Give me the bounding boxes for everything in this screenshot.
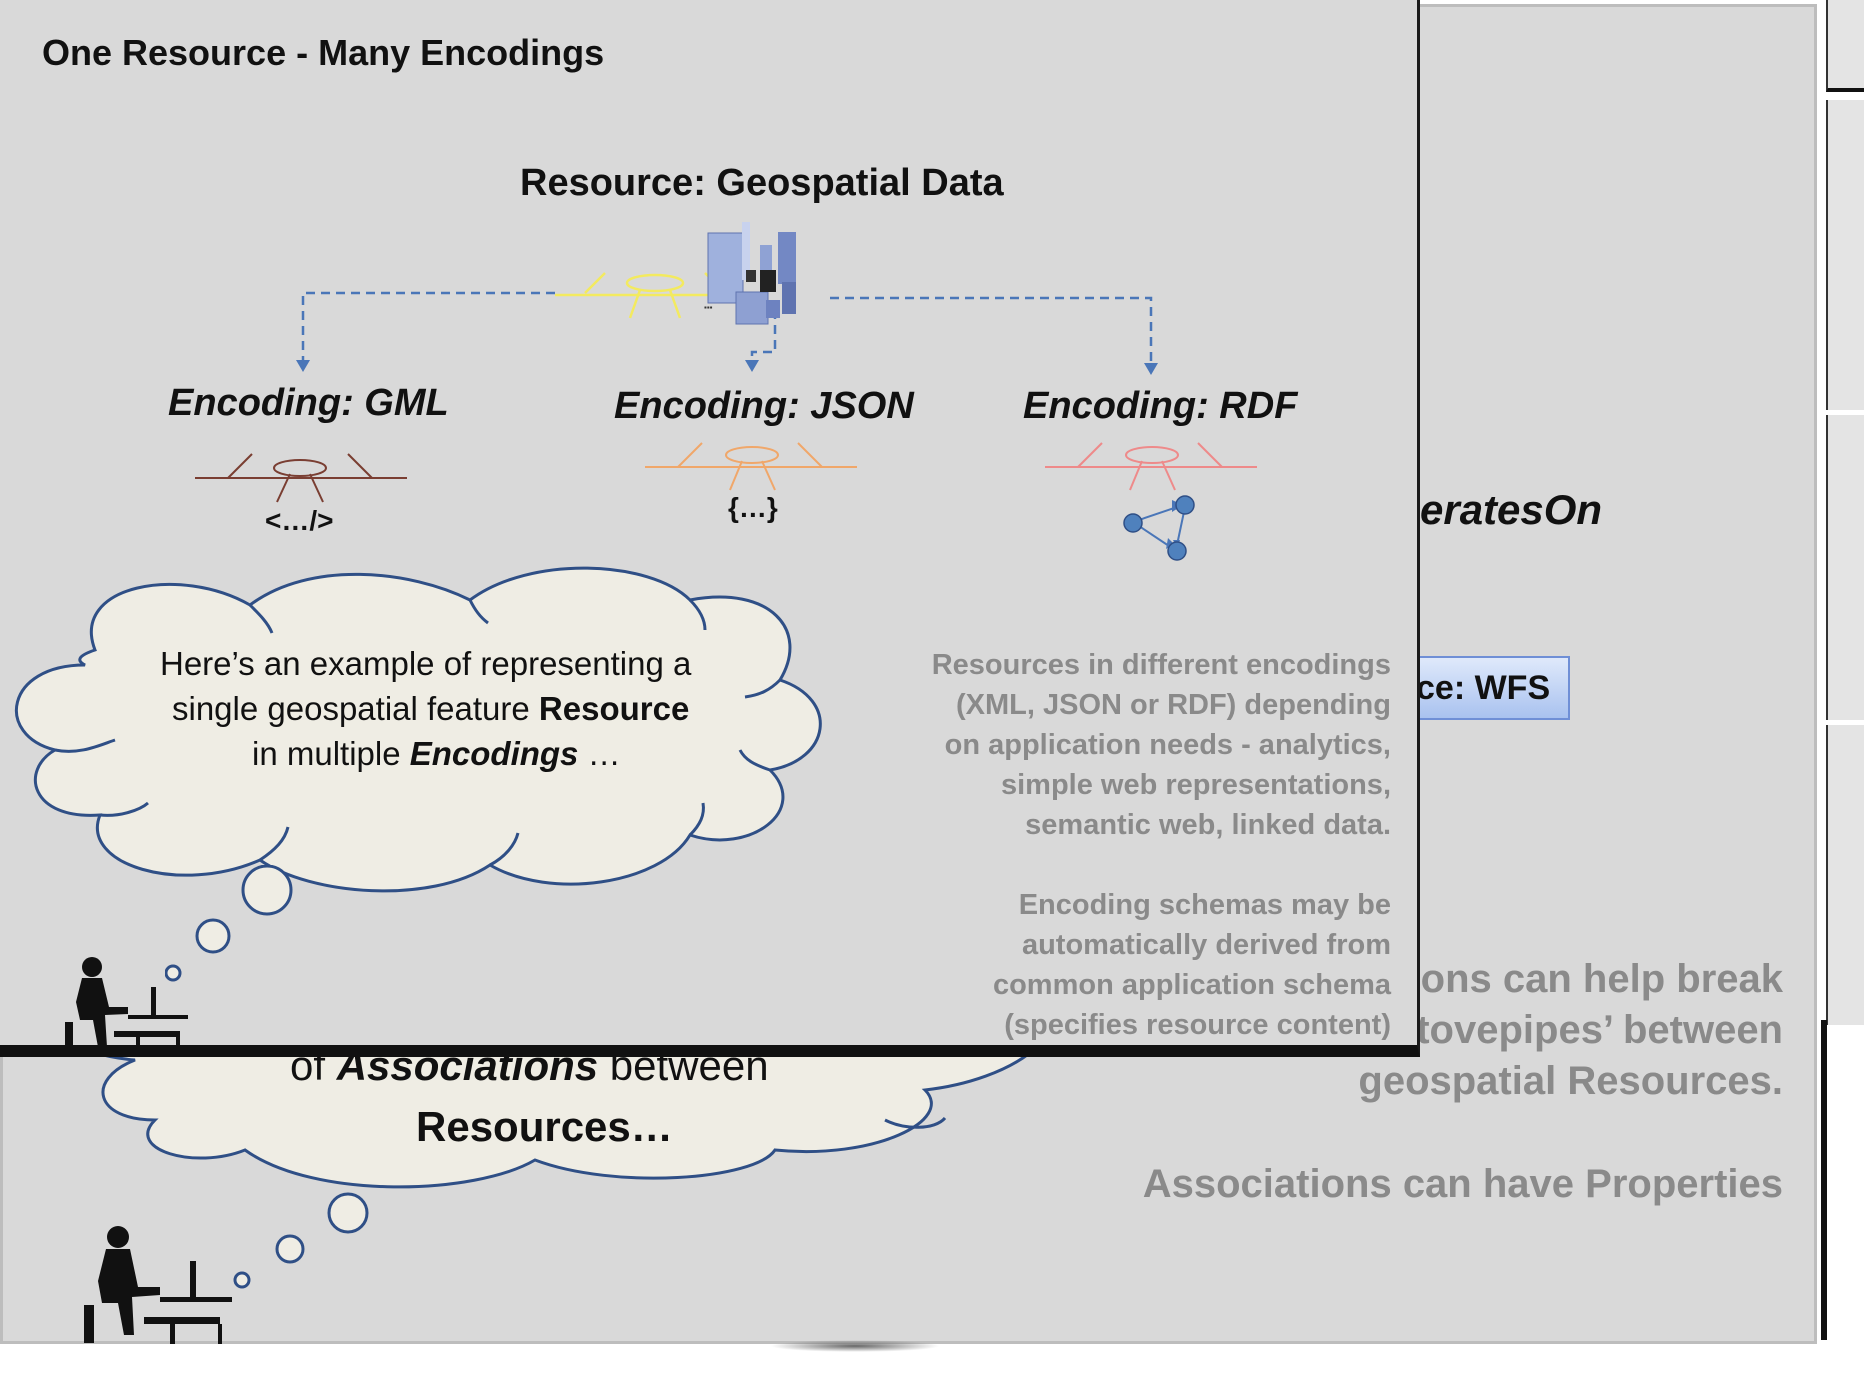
- stacked-slide-edge: [1826, 415, 1864, 720]
- back-note-line: tions can help break: [1396, 957, 1783, 1001]
- cloud-resource-word: Resource: [538, 690, 690, 727]
- note-line: Encoding schemas may be: [1018, 889, 1391, 921]
- stacked-slide-edge: [1826, 725, 1864, 1025]
- back-note-line: geospatial Resources.: [1358, 1059, 1783, 1103]
- back-thought-bubbles: [233, 1192, 369, 1289]
- back-note: tions can help break stovepipes’ between…: [1143, 954, 1783, 1210]
- dashed-arrows: [301, 291, 1153, 365]
- cloud-line3: in multiple Encodings …: [252, 735, 621, 773]
- xml-glyph: <…/>: [265, 505, 334, 536]
- operates-on-label: eratesOn: [1420, 486, 1603, 533]
- slide-shadow-edge: [1821, 1020, 1827, 1340]
- note-line: Resources in different encodings: [931, 649, 1391, 681]
- resource-diagram: ▪▪▪: [195, 222, 1257, 561]
- front-slide: One Resource - Many Encodings Resource: …: [0, 0, 1420, 1057]
- json-interface-lollipop: [645, 442, 857, 491]
- resource-title: Resource: Geospatial Data: [520, 162, 1004, 204]
- encoding-gml-label: Encoding: GML: [168, 382, 449, 424]
- rdf-graph-icon: [1123, 495, 1195, 561]
- slide-shadow: [770, 1340, 940, 1352]
- note-line: (specifies resource content): [1004, 1009, 1391, 1041]
- back-cloud-line2: Resources…: [416, 1103, 673, 1150]
- gml-interface-lollipop: [195, 453, 407, 503]
- json-glyph: {…}: [728, 492, 778, 523]
- svg-text:▪▪▪: ▪▪▪: [704, 303, 713, 312]
- encoding-rdf-label: Encoding: RDF: [1023, 385, 1298, 427]
- stacked-slide-edge: [1826, 0, 1864, 92]
- city-buildings-icon: ▪▪▪: [704, 222, 796, 325]
- front-thought-cloud: [15, 566, 822, 893]
- wfs-service-box: ce: WFS: [1408, 656, 1570, 720]
- note-line: simple web representations,: [1000, 769, 1391, 801]
- cloud-text: single geospatial feature: [172, 690, 539, 727]
- note-line: semantic web, linked data.: [1025, 809, 1391, 841]
- cloud-line1: Here’s an example of representing a: [160, 645, 692, 682]
- back-note-line: stovepipes’ between: [1393, 1008, 1783, 1052]
- slide-title: One Resource - Many Encodings: [42, 32, 605, 73]
- encodings-note: Resources in different encodings (XML, J…: [932, 645, 1391, 1045]
- encoding-json-label: Encoding: JSON: [614, 385, 914, 427]
- stacked-slide-edge: [1826, 100, 1864, 410]
- front-thought-bubbles: [165, 865, 293, 982]
- note-line: on application needs - analytics,: [944, 729, 1391, 761]
- cloud-line2: single geospatial feature Resource: [172, 690, 689, 728]
- back-note-last: Associations can have Properties: [1142, 1162, 1783, 1206]
- cloud-text: in multiple: [252, 735, 410, 772]
- person-at-computer-icon: [65, 957, 188, 1052]
- note-line: common application schema: [992, 969, 1391, 1001]
- cloud-encodings-word: Encodings: [409, 735, 579, 772]
- person-at-computer-icon: [84, 1226, 232, 1344]
- note-line: (XML, JSON or RDF) depending: [956, 689, 1391, 721]
- note-line: automatically derived from: [1021, 929, 1391, 961]
- cloud-text: …: [578, 735, 621, 772]
- rdf-interface-lollipop: [1045, 442, 1257, 491]
